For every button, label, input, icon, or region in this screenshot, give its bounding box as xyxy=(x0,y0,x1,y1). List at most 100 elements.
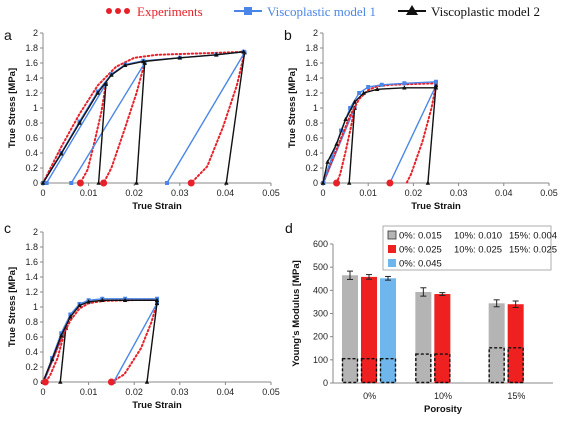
series-experiments-line xyxy=(335,107,356,184)
y-tick-label: 0 xyxy=(33,178,38,188)
bar-inner-dashed-box xyxy=(360,357,378,384)
series-experiments-line xyxy=(42,50,245,184)
y-tick-label: 1.8 xyxy=(25,43,38,53)
x-tick-label: 0.01 xyxy=(359,188,377,198)
y-tick-label: 0.8 xyxy=(25,317,38,327)
x-axis-label: True Strain xyxy=(132,400,182,411)
y-tick-label: 1 xyxy=(313,103,318,113)
series-model2-line xyxy=(59,327,67,383)
bar-legend-label: 0%: 0.025 xyxy=(399,245,442,256)
series-model2-point xyxy=(402,85,407,90)
series-experiments-line xyxy=(405,84,437,184)
x-axis-label: Porosity xyxy=(424,404,463,415)
series-model2-line xyxy=(322,87,436,184)
series-model2-line xyxy=(97,83,107,184)
y-tick-label: 0.6 xyxy=(25,332,38,342)
series-model2-point xyxy=(352,99,357,104)
y-tick-label: 2 xyxy=(313,28,318,38)
series-model2-point xyxy=(343,116,348,122)
series-model2-point xyxy=(122,297,128,303)
series-model2-line xyxy=(135,62,146,184)
residual-strain-marker xyxy=(41,378,49,386)
bar xyxy=(434,294,451,383)
legend-experiments-marker xyxy=(106,8,112,14)
bar xyxy=(361,276,377,383)
bar-inner-dashed-box xyxy=(341,357,359,384)
y-tick-label: 0.4 xyxy=(305,148,318,158)
bar-legend-label: 0%: 0.045 xyxy=(399,259,442,270)
y-tick-label: 1.8 xyxy=(25,242,38,252)
bar-legend-label: 15%: 0.025 xyxy=(509,245,557,256)
series-model2-point xyxy=(224,180,229,185)
y-axis-label: Young's Modulus [MPa] xyxy=(291,260,302,367)
x-tick-label: 0.05 xyxy=(262,188,280,198)
y-tick-label: 400 xyxy=(313,285,328,295)
bar-inner-dashed-box xyxy=(434,353,451,384)
series-model1-line xyxy=(389,85,437,184)
y-tick-label: 1.4 xyxy=(25,272,38,282)
series-model1-point xyxy=(434,79,438,84)
legend-model2-marker xyxy=(406,5,418,15)
series-model1-line xyxy=(113,302,158,383)
series-model2-point xyxy=(214,52,219,57)
panel-letter: d xyxy=(285,220,293,236)
y-tick-label: 0 xyxy=(323,378,328,388)
series-model2-point xyxy=(320,180,326,185)
series-experiments-line xyxy=(110,302,158,383)
y-tick-label: 2 xyxy=(33,28,38,38)
panel-letter: c xyxy=(4,220,11,236)
bar-legend-label: 15%: 0.004 xyxy=(509,231,557,242)
x-tick-label: 0.02 xyxy=(405,188,423,198)
series-model2-point xyxy=(40,180,46,185)
y-tick-label: 0.8 xyxy=(305,118,318,128)
bar xyxy=(380,278,396,383)
residual-strain-marker xyxy=(333,179,341,187)
series-model2-point xyxy=(154,297,160,303)
series-model2-point xyxy=(425,180,431,185)
series-model2-line xyxy=(42,51,244,184)
series-model1-point xyxy=(357,91,362,95)
series-model2-point xyxy=(154,300,160,306)
y-tick-label: 1.4 xyxy=(305,73,318,83)
panel-letter: b xyxy=(284,27,292,43)
bar-inner-dashed-box xyxy=(379,357,397,384)
series-model2-point xyxy=(347,180,352,185)
x-tick-label: 0.03 xyxy=(450,188,468,198)
series-experiments-line xyxy=(44,327,67,383)
series-model1-line xyxy=(45,83,107,184)
residual-strain-marker xyxy=(386,179,394,187)
series-experiments-line xyxy=(42,298,158,383)
x-tick-label: 0.04 xyxy=(217,188,235,198)
series-model2-point xyxy=(96,180,101,185)
series-model2-point xyxy=(95,90,100,95)
y-tick-label: 1.6 xyxy=(305,58,318,68)
y-tick-label: 1 xyxy=(33,103,38,113)
x-tick-label: 0 xyxy=(40,387,45,397)
legend-model2-label: Viscoplastic model 2 xyxy=(431,4,540,19)
y-tick-label: 200 xyxy=(313,332,328,342)
y-tick-label: 0.2 xyxy=(305,163,318,173)
x-tick-label: 0% xyxy=(363,391,376,401)
legend-experiments-marker xyxy=(115,8,121,14)
bar xyxy=(507,304,524,383)
series-model2-point xyxy=(59,151,64,156)
y-tick-label: 100 xyxy=(313,355,328,365)
x-tick-label: 0.03 xyxy=(171,188,189,198)
series-model2-point xyxy=(134,180,139,185)
y-tick-label: 0.2 xyxy=(25,163,38,173)
series-model1-point xyxy=(44,181,49,185)
y-tick-label: 500 xyxy=(313,262,328,272)
x-tick-label: 0 xyxy=(320,188,325,198)
x-tick-label: 0.04 xyxy=(217,387,235,397)
bar-legend-swatch xyxy=(387,230,397,240)
series-model1-line xyxy=(166,52,246,184)
series-model2-point xyxy=(177,55,182,60)
series-model2-point xyxy=(433,85,439,90)
y-tick-label: 1.6 xyxy=(25,257,38,267)
panel-d: d 0 100 200 300 400 500 600 Young's Modulus [MPa… xyxy=(285,220,557,415)
series-model2-point xyxy=(77,303,82,308)
y-tick-label: 1.8 xyxy=(305,43,318,53)
y-tick-label: 0 xyxy=(313,178,318,188)
x-axis-label: True Strain xyxy=(132,201,182,212)
series-model2-line xyxy=(225,52,246,184)
